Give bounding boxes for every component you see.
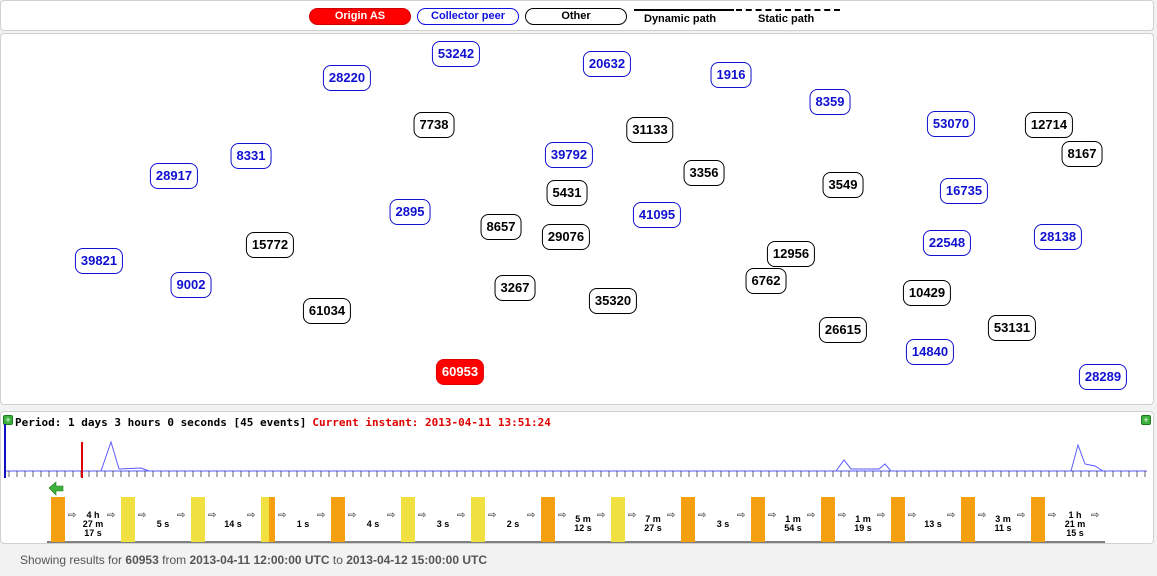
collector-peer-node-20632[interactable]: 20632: [582, 51, 632, 77]
collector-peer-node-9002[interactable]: 9002: [170, 272, 212, 298]
legend-bar: Origin AS Collector peer Other Dynamic p…: [0, 0, 1154, 31]
collector-peer-node-53242[interactable]: 53242: [431, 41, 481, 67]
collector-peer-node-39821[interactable]: 39821: [74, 248, 124, 274]
as-node-8167[interactable]: 8167: [1061, 141, 1103, 167]
segment-bar: [401, 497, 415, 542]
collector-peer-node-28917[interactable]: 28917: [149, 163, 199, 189]
period-text: Period: 1 days 3 hours 0 seconds [45 eve…: [15, 416, 307, 429]
period-info: Period: 1 days 3 hours 0 seconds [45 eve…: [15, 416, 551, 429]
segment-bar: [121, 497, 127, 542]
segment-bar: [51, 497, 65, 542]
segment-bar: [611, 497, 625, 542]
collector-peer-node-22548[interactable]: 22548: [922, 230, 972, 256]
as-node-3549[interactable]: 3549: [822, 172, 864, 198]
footer-from-date: 2013-04-11 12:00:00 UTC: [189, 553, 330, 567]
as-node-61034[interactable]: 61034: [302, 298, 352, 324]
collector-peer-node-28138[interactable]: 28138: [1033, 224, 1083, 250]
footer-summary: Showing results for 60953 from 2013-04-1…: [20, 553, 487, 567]
as-node-31133[interactable]: 31133: [626, 117, 674, 143]
as-node-35320[interactable]: 35320: [588, 288, 638, 314]
footer-to-date: 2013-04-12 15:00:00 UTC: [346, 553, 487, 567]
footer-prefix: Showing results for: [20, 553, 123, 567]
as-node-8657[interactable]: 8657: [480, 214, 522, 240]
collector-peer-node-16735[interactable]: 16735: [939, 178, 989, 204]
timeline-panel[interactable]: + + Period: 1 days 3 hours 0 seconds [45…: [0, 411, 1154, 544]
collector-peer-node-28289[interactable]: 28289: [1078, 364, 1128, 390]
as-node-26615[interactable]: 26615: [818, 317, 868, 343]
as-graph-panel[interactable]: 53242 28220 20632 1916 8359 53070 12714 8167 773…: [0, 33, 1154, 405]
back-arrow-icon: [48, 481, 64, 496]
legend-collector-peer[interactable]: Collector peer: [417, 8, 519, 25]
legend-other[interactable]: Other: [525, 8, 627, 25]
segment-bar: [1031, 497, 1045, 542]
as-node-10429[interactable]: 10429: [902, 280, 952, 306]
collector-peer-node-1916[interactable]: 1916: [710, 62, 752, 88]
collector-peer-node-53070[interactable]: 53070: [926, 111, 976, 137]
current-instant: Current instant: 2013-04-11 13:51:24: [312, 416, 551, 429]
collector-peer-node-41095[interactable]: 41095: [632, 202, 682, 228]
timeline-start-handle-icon[interactable]: +: [3, 415, 13, 425]
segment-bar: [681, 497, 695, 542]
legend-origin-as[interactable]: Origin AS: [309, 8, 411, 25]
timeline-end-handle-icon[interactable]: +: [1141, 415, 1151, 425]
segment-bar: [471, 497, 485, 542]
footer-from-word: from: [162, 553, 187, 567]
footer-asn: 60953: [125, 553, 159, 567]
segment-bar: [541, 497, 555, 542]
legend-static-path[interactable]: Static path: [736, 9, 840, 25]
segment-bar: [331, 497, 345, 542]
segment-bar: [821, 497, 835, 542]
collector-peer-node-14840[interactable]: 14840: [905, 339, 955, 365]
collector-peer-node-39792[interactable]: 39792: [544, 142, 594, 168]
as-node-3356[interactable]: 3356: [683, 160, 725, 186]
as-node-12714[interactable]: 12714: [1024, 112, 1074, 138]
timeline-chart[interactable]: [1, 412, 1154, 544]
as-node-6762[interactable]: 6762: [745, 268, 787, 294]
collector-peer-node-8331[interactable]: 8331: [230, 143, 272, 169]
activity-sparkline: [100, 440, 1147, 472]
segment-bar: [751, 497, 765, 542]
collector-peer-node-2895[interactable]: 2895: [389, 199, 431, 225]
segment-bar: [891, 497, 905, 542]
as-node-15772[interactable]: 15772: [245, 232, 295, 258]
segment-bar: [191, 497, 205, 542]
segment-bar: [269, 497, 275, 542]
collector-peer-node-8359[interactable]: 8359: [809, 89, 851, 115]
as-node-53131[interactable]: 53131: [987, 315, 1037, 341]
footer-to-word: to: [332, 553, 343, 567]
segment-bar: [129, 497, 135, 542]
legend-dynamic-path[interactable]: Dynamic path: [634, 9, 734, 25]
as-node-3267[interactable]: 3267: [494, 275, 536, 301]
as-node-7738[interactable]: 7738: [413, 112, 455, 138]
origin-as-node-60953[interactable]: 60953: [435, 359, 485, 385]
as-node-12956[interactable]: 12956: [766, 241, 816, 267]
segment-bar: [961, 497, 975, 542]
collector-peer-node-28220[interactable]: 28220: [322, 65, 372, 91]
as-node-29076[interactable]: 29076: [541, 224, 591, 250]
as-node-5431[interactable]: 5431: [546, 180, 588, 206]
